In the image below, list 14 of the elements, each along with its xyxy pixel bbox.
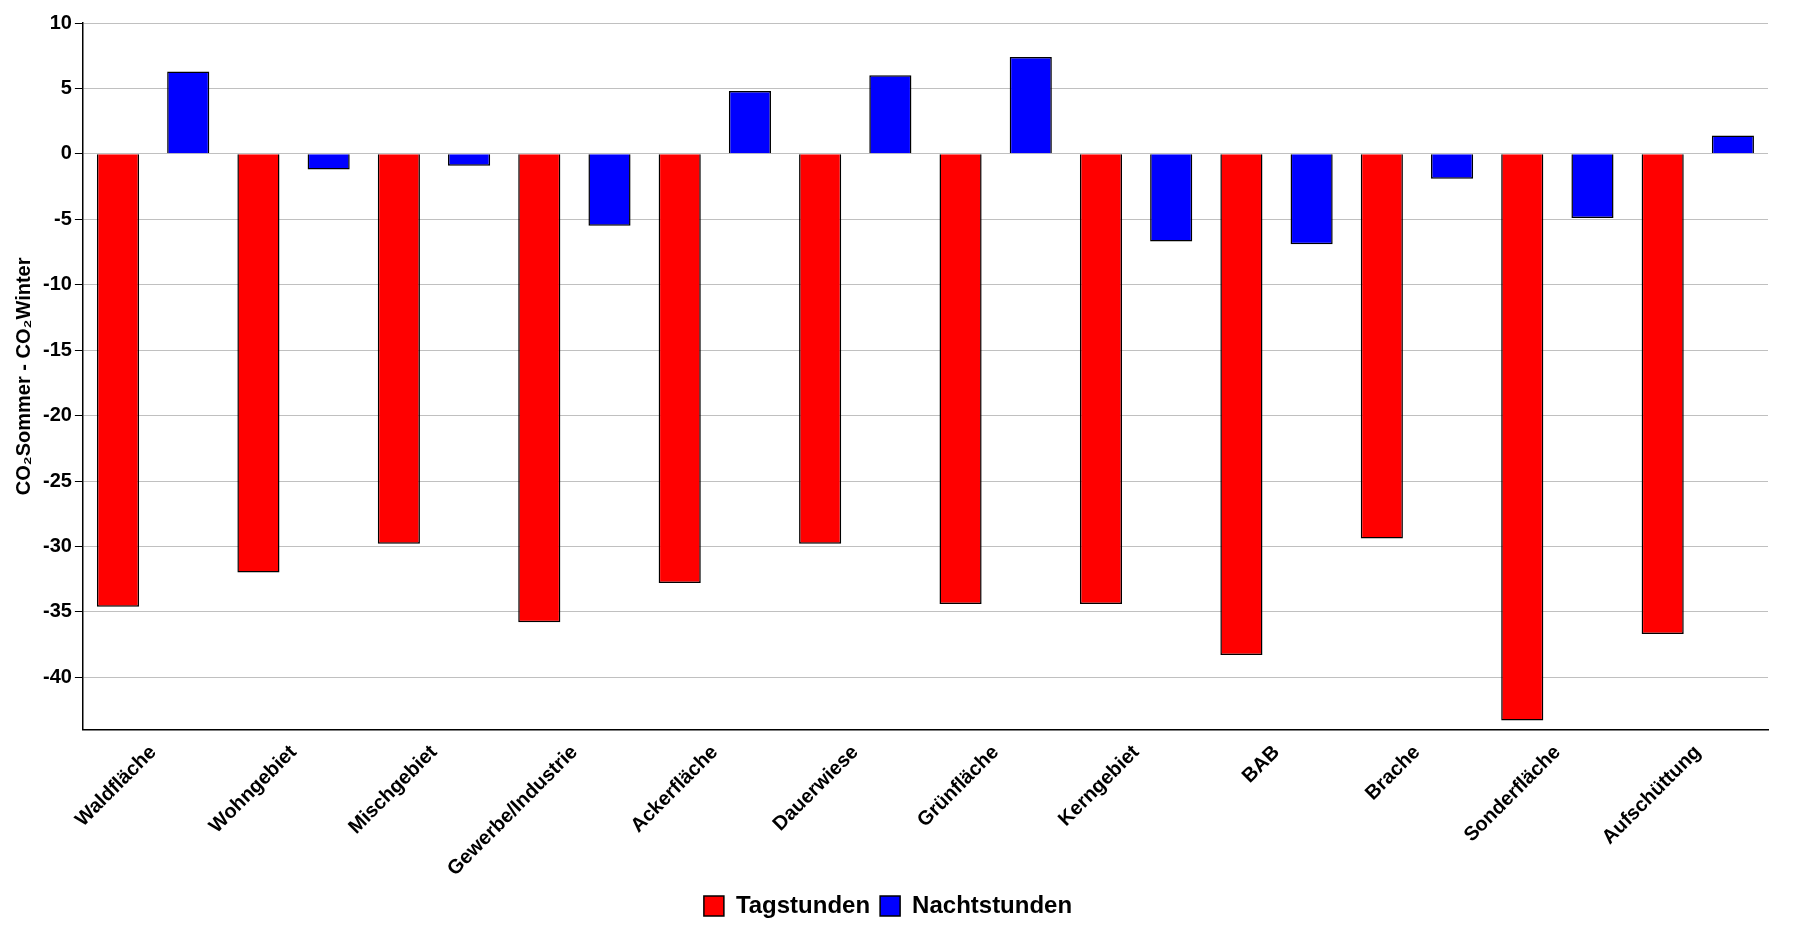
y-axis-title: CO₂Sommer - CO₂Winter (11, 257, 34, 496)
y-tick-label: -15 (43, 337, 72, 360)
y-tick-label: -10 (43, 272, 72, 295)
y-tick-label: -35 (43, 599, 72, 622)
y-tick-label: 0 (60, 141, 72, 164)
y-tick-label: -20 (43, 403, 72, 426)
y-tick-label: 10 (49, 10, 72, 33)
y-tick-label: -40 (43, 664, 72, 687)
y-tick-label: -5 (54, 206, 72, 229)
y-tick-label: 5 (60, 75, 72, 98)
legend-label: Tagstunden (735, 890, 871, 918)
legend-label: Nachtstunden (912, 890, 1073, 918)
y-tick-label: -30 (43, 533, 72, 556)
y-tick-label: -25 (43, 468, 72, 491)
